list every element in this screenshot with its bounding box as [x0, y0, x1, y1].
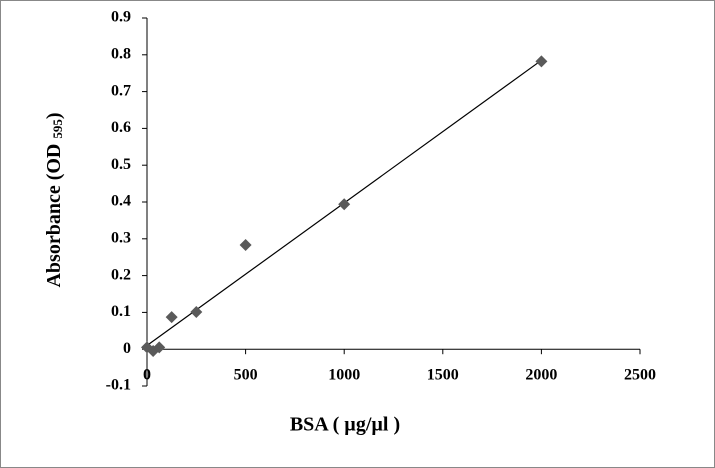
y-tick-label: 0.9 — [111, 9, 131, 26]
y-axis-title-sub: 595 — [50, 119, 65, 139]
y-tick-label: 0.2 — [111, 266, 131, 283]
y-tick-label: 0.5 — [111, 156, 131, 173]
x-tick-label: 500 — [234, 367, 258, 384]
y-axis-title: Absorbance (OD 595) — [43, 112, 65, 287]
y-tick-label: 0.3 — [111, 229, 131, 246]
y-tick-label: 0.7 — [111, 82, 131, 99]
data-point — [239, 239, 252, 252]
x-tick-label: 2500 — [624, 367, 656, 384]
y-tick-label: 0.1 — [111, 303, 131, 320]
data-point — [190, 306, 203, 319]
x-tick-label: 1500 — [427, 367, 459, 384]
x-tick-label: 2000 — [525, 367, 557, 384]
x-tick-label: 1000 — [328, 367, 360, 384]
data-point — [338, 198, 351, 211]
y-axis-title-end: ) — [43, 112, 65, 119]
y-tick-label: 0 — [123, 340, 131, 357]
x-tick-label: 0 — [143, 367, 151, 384]
x-axis-title: BSA ( µg/µl ) — [290, 414, 400, 436]
y-tick-label: 0.6 — [111, 119, 131, 136]
data-point — [535, 55, 548, 68]
data-point — [165, 311, 178, 324]
data-point — [153, 341, 166, 354]
y-tick-label: -0.1 — [106, 377, 131, 394]
y-tick-label: 0.4 — [111, 193, 131, 210]
y-axis-title-main: Absorbance (OD — [43, 144, 65, 288]
y-tick-label: 0.8 — [111, 45, 131, 62]
